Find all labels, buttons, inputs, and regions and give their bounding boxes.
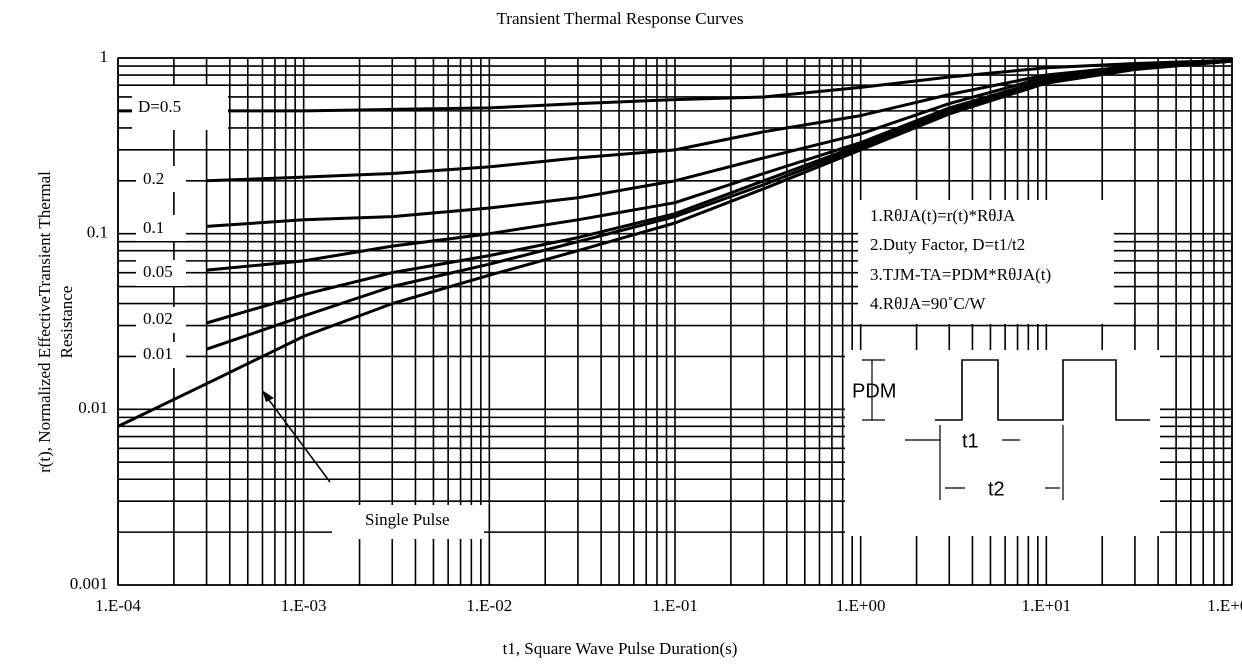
diagram-box: [845, 350, 1160, 536]
label-box: [136, 215, 186, 241]
arrow: [265, 395, 331, 483]
label-box: [332, 505, 484, 539]
diagram-label: PDM: [852, 380, 896, 402]
diagram-label: t2: [988, 478, 1005, 500]
y-axis-label: r(t), Normalized EffectiveTransient Ther…: [35, 171, 54, 473]
label-box: [136, 307, 186, 333]
y-tick-label: 0.1: [87, 223, 108, 242]
pulse-diagram: PDM t1 t2: [845, 350, 1160, 536]
x-tick-label: 1.E+02: [1207, 596, 1242, 615]
series-label: 0.02: [143, 309, 173, 328]
series-labels: D=0.5 0.2 0.1 0.05 0.02 0.01 Single Pulse: [132, 86, 484, 539]
diagram-label: t1: [962, 430, 979, 452]
series-line: [206, 59, 1233, 228]
pulse-wave: [935, 359, 1150, 421]
arrow-head: [262, 390, 274, 402]
y-tick-label: 0.01: [78, 398, 108, 417]
x-tick-label: 1.E-01: [652, 596, 698, 615]
note: 1.RθJA(t)=r(t)*RθJA: [870, 206, 1016, 225]
note: 4.RθJA=90˚C/W: [870, 294, 986, 313]
plot-frame: [117, 57, 1233, 586]
x-tick-label: 1.E+00: [836, 596, 886, 615]
series-line: [117, 59, 1233, 428]
series-label: D=0.5: [138, 97, 181, 116]
label-box: [136, 260, 186, 286]
series-label: Single Pulse: [365, 510, 450, 529]
y-tick-label: 0.001: [70, 574, 108, 593]
series-label: 0.01: [143, 344, 173, 363]
y-axis-label: Resistance: [57, 286, 76, 359]
x-tick-label: 1.E+01: [1021, 596, 1071, 615]
y-tick-label: 1: [100, 47, 109, 66]
x-axis-label: t1, Square Wave Pulse Duration(s): [503, 639, 738, 658]
x-tick-label: 1.E-02: [466, 596, 512, 615]
curves: [117, 58, 1233, 428]
label-box: [132, 86, 228, 130]
series-line: [118, 58, 1233, 113]
series-line: [206, 59, 1233, 183]
note: 2.Duty Factor, D=t1/t2: [870, 235, 1025, 254]
series-label: 0.2: [143, 169, 164, 188]
x-tick-label: 1.E-03: [281, 596, 327, 615]
label-box: [136, 166, 186, 192]
chart-title: Transient Thermal Response Curves: [497, 9, 744, 28]
x-tick-label: 1.E-04: [95, 596, 141, 615]
note: 3.TJM-TA=PDM*RθJA(t): [870, 265, 1051, 284]
note-box: [858, 200, 1114, 324]
label-box: [136, 342, 186, 368]
series-label: 0.05: [143, 262, 173, 281]
series-label: 0.1: [143, 218, 164, 237]
